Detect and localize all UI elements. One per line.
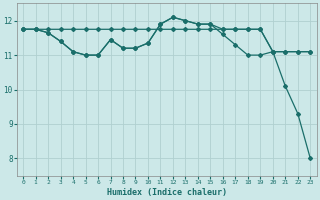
- X-axis label: Humidex (Indice chaleur): Humidex (Indice chaleur): [107, 188, 227, 197]
